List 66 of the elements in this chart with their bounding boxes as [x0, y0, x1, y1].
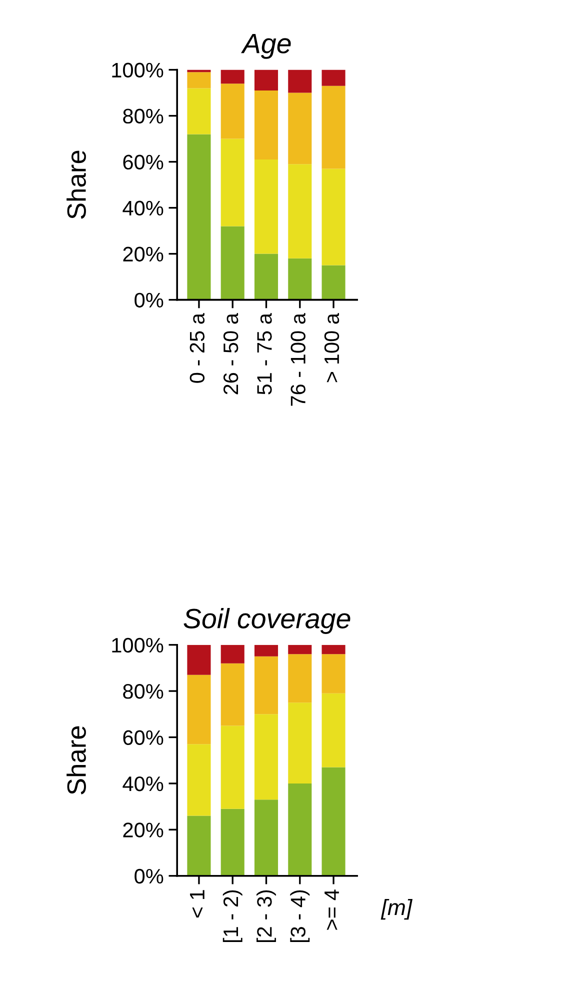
y-tick-label: 80%: [123, 108, 164, 124]
bar: [220, 644, 244, 664]
y-tick-label: 40%: [122, 200, 164, 216]
bar: [288, 702, 312, 784]
bar: [288, 70, 312, 93]
bar: [322, 86, 346, 169]
bar: [187, 744, 211, 816]
x-axis-title: [m]: [380, 898, 413, 920]
bar: [254, 160, 278, 254]
x-tick-label: 51 - 75 a: [257, 313, 272, 394]
bar: [288, 92, 312, 164]
bar: [254, 90, 278, 160]
bar: [254, 70, 278, 90]
y-tick-label: 100%: [112, 62, 164, 78]
bar: [254, 254, 278, 300]
x-tick-label: [1 - 2): [222, 890, 242, 942]
y-tick-label: 0%: [134, 868, 164, 884]
bar: [288, 644, 312, 654]
y-tick-label: 20%: [123, 822, 164, 838]
bar: [187, 674, 211, 744]
y-tick-label: 40%: [122, 776, 164, 792]
y-tick-label: 60%: [123, 154, 164, 170]
bar: [220, 138, 244, 226]
bar: [288, 164, 312, 258]
bar: [187, 644, 211, 675]
y-tick-label: 100%: [112, 638, 164, 653]
bar: [322, 767, 346, 876]
bar: [254, 714, 278, 800]
y-axis-title: Share: [66, 726, 86, 794]
x-tick-label: 76 - 100 a: [290, 313, 306, 406]
bar: [254, 656, 278, 714]
bar: [322, 693, 346, 768]
bar: [254, 800, 278, 876]
y-axis-title: Share: [66, 150, 86, 219]
bar: [322, 265, 346, 300]
bar: [220, 226, 244, 300]
bar: [288, 258, 312, 300]
bar: [220, 726, 244, 809]
x-tick-label: > 100 a: [324, 313, 340, 382]
bar: [187, 88, 211, 134]
chart-title: Soil coverage: [184, 608, 350, 634]
bar: [187, 134, 211, 300]
x-tick-label: [3 - 4): [290, 890, 310, 942]
bar: [187, 816, 211, 876]
x-tick-label: >= 4: [324, 890, 339, 930]
bar: [322, 168, 346, 266]
bar: [220, 808, 244, 876]
bar: [322, 70, 346, 86]
y-tick-label: 60%: [123, 730, 164, 746]
y-tick-label: 80%: [123, 684, 164, 699]
bar: [288, 783, 312, 876]
x-tick-label: 26 - 50 a: [223, 313, 238, 394]
chart-title: Age: [241, 34, 291, 59]
bar: [254, 644, 278, 656]
y-tick-label: 0%: [134, 292, 164, 308]
bar: [220, 70, 244, 84]
bar: [220, 84, 244, 139]
x-tick-label: 0 - 25 a: [190, 313, 205, 383]
x-tick-label: < 1: [190, 890, 204, 918]
x-tick-label: [2 - 3): [256, 890, 276, 942]
bar: [220, 663, 244, 726]
bar: [322, 644, 346, 654]
bar: [288, 654, 312, 703]
y-tick-label: 20%: [123, 246, 164, 262]
bar: [322, 654, 346, 694]
bar: [187, 72, 211, 88]
